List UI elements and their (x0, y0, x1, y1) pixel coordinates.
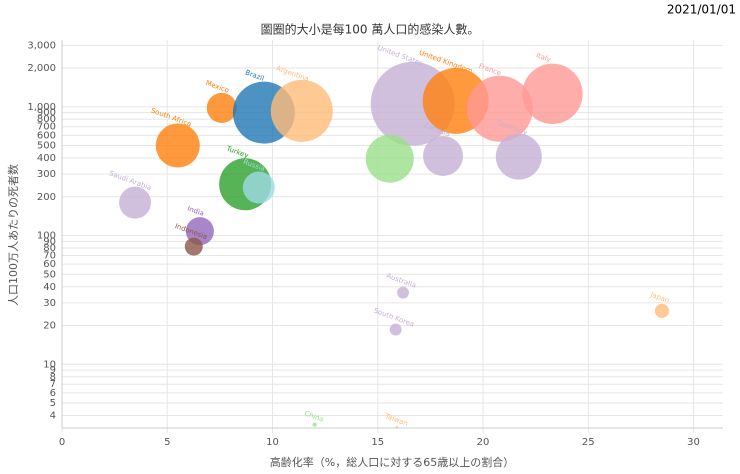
y-tick-label: 70 (43, 250, 56, 261)
date: 2021/01/01 (667, 3, 736, 17)
y-tick-label: 700 (37, 122, 56, 133)
y-tick-label: 60 (43, 259, 56, 270)
y-tick-label: 20 (43, 321, 56, 332)
bubble-label: Taiwan (383, 412, 409, 428)
bubble (522, 63, 583, 125)
y-tick-label: 9 (50, 365, 56, 376)
x-tick-label: 5 (164, 437, 170, 448)
y-tick-label: 600 (37, 130, 56, 141)
bubble (423, 135, 464, 176)
y-tick-label: 100 (37, 231, 56, 242)
bubble-label: Mexico (204, 79, 230, 95)
bubble (312, 422, 317, 427)
x-axis-label: 高齢化率（%，総人口に対する65歳以上の割合） (270, 455, 514, 469)
bubble (654, 303, 670, 318)
bubble (155, 123, 200, 168)
y-tick-label: 800 (37, 114, 56, 125)
y-tick-label: 80 (43, 243, 56, 254)
bubble (242, 171, 275, 204)
y-tick-label: 6 (50, 388, 56, 399)
y-tick-label: 50 (43, 269, 56, 280)
x-tick-label: 10 (266, 437, 279, 448)
y-tick-label: 30 (43, 298, 56, 309)
bubble (397, 286, 409, 299)
x-tick-label: 30 (687, 437, 700, 448)
y-tick-label: 500 (37, 141, 56, 152)
y-tick-label: 3,000 (27, 40, 56, 51)
y-axis-label: 人口100万人あたりの死者数 (7, 164, 20, 306)
x-tick-label: 0 (59, 437, 65, 448)
y-tick-label: 4 (50, 411, 56, 422)
y-tick-label: 10 (43, 359, 56, 370)
bubble (184, 237, 203, 256)
y-tick-label: 2,000 (27, 63, 56, 74)
y-tick-label: 40 (43, 282, 56, 293)
bubble (395, 426, 398, 429)
bubble-label: China (303, 409, 325, 423)
y-tick-label: 90 (43, 236, 56, 247)
bubble (495, 133, 542, 180)
x-tick-label: 15 (371, 437, 384, 448)
chart-title: 圖圈的大小是每100 萬人口的感染人數。 (261, 22, 480, 37)
y-tick-label: 400 (37, 153, 56, 164)
bubble-label: Argentina (275, 64, 310, 83)
y-tick-label: 900 (37, 108, 56, 119)
x-tick-label: 20 (477, 437, 490, 448)
bubble-label: Italy (535, 51, 552, 64)
bubble (466, 75, 533, 142)
bubble-label: Brazil (244, 69, 265, 83)
bubble-label: France (478, 62, 503, 77)
y-tick-label: 5 (50, 398, 56, 409)
bubble (365, 134, 414, 183)
bubble (270, 79, 333, 142)
y-tick-label: 8 (50, 372, 56, 383)
bubble (206, 92, 237, 123)
y-tick-label: 300 (37, 169, 56, 180)
bubble (389, 323, 402, 336)
x-tick-label: 25 (582, 437, 595, 448)
y-tick-label: 1,000 (27, 102, 56, 113)
bubble-label: India (186, 204, 205, 217)
y-tick-label: 7 (50, 379, 56, 390)
y-tick-label: 200 (37, 192, 56, 203)
bubble (119, 186, 152, 219)
